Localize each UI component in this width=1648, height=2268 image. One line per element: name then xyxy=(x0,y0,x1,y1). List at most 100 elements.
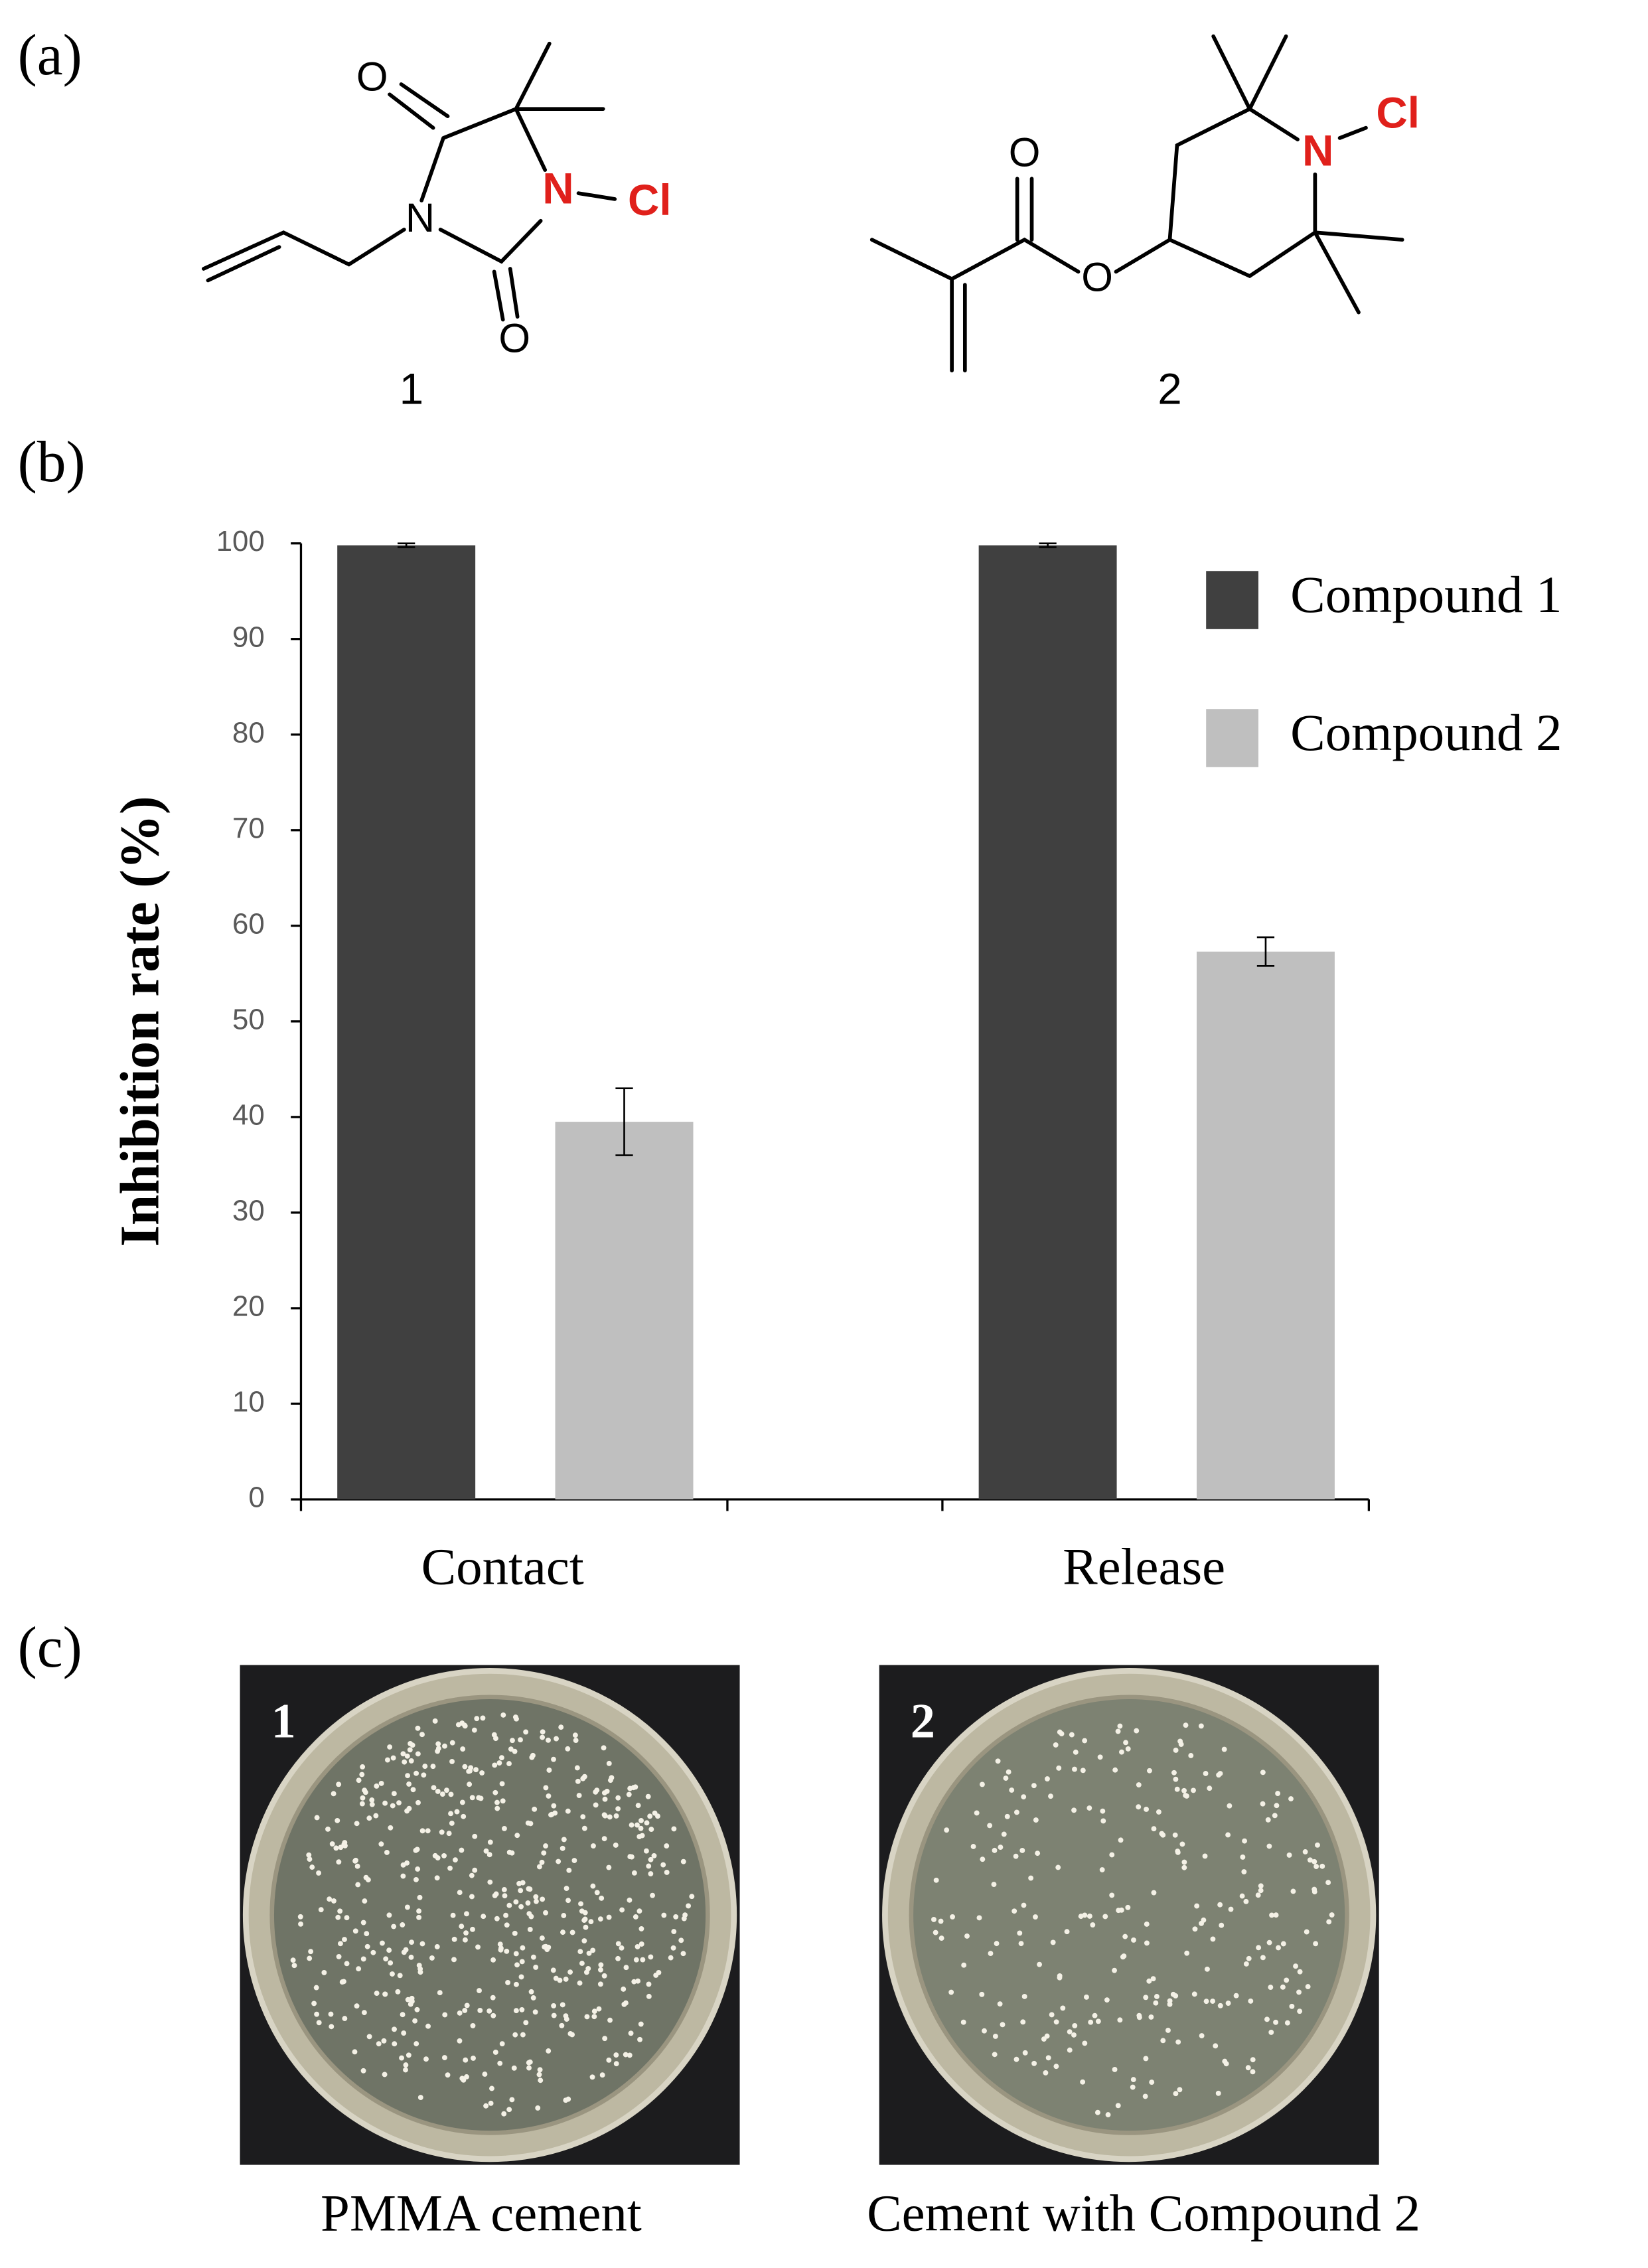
colony xyxy=(607,2017,613,2023)
colony xyxy=(646,1981,652,1987)
colony xyxy=(1050,1939,1056,1945)
colony xyxy=(561,1913,567,1918)
colony xyxy=(344,1961,350,1967)
colony xyxy=(1125,1904,1131,1910)
colony xyxy=(514,1962,520,1968)
colony xyxy=(551,1803,557,1809)
colony xyxy=(1273,2019,1279,2025)
colony xyxy=(523,1729,529,1735)
colony xyxy=(397,1973,403,1979)
atom: O xyxy=(498,316,530,361)
colony xyxy=(579,1908,585,1914)
colony xyxy=(419,1941,425,1947)
atom: N xyxy=(542,164,573,212)
colony xyxy=(466,1768,472,1774)
colony xyxy=(1203,1999,1209,2004)
colony xyxy=(478,1795,484,1801)
colony xyxy=(362,1787,368,1793)
colony xyxy=(1020,2019,1026,2025)
colony xyxy=(413,1770,419,1776)
colony xyxy=(518,1737,523,1743)
colony xyxy=(477,1988,482,1994)
colony xyxy=(500,1798,506,1804)
colony xyxy=(321,1970,327,1975)
colony xyxy=(633,1957,639,1963)
colony xyxy=(396,1800,402,1806)
colony xyxy=(1246,1955,1252,1961)
colony xyxy=(509,1850,515,1856)
colony xyxy=(404,1904,410,1910)
colony xyxy=(1071,1807,1077,1813)
colony xyxy=(474,1716,480,1722)
colony xyxy=(518,1888,524,1894)
colony xyxy=(422,1764,428,1770)
colony xyxy=(1288,1796,1294,1802)
colony xyxy=(1284,2020,1290,2026)
colony xyxy=(979,1781,985,1787)
colony xyxy=(504,1922,510,1928)
colony xyxy=(448,1791,454,1797)
plate-caption: PMMA cement xyxy=(321,2185,642,2243)
colony xyxy=(481,1914,487,1920)
colony xyxy=(457,1890,463,1896)
colony xyxy=(994,1941,1000,1947)
colony xyxy=(1194,1903,1200,1909)
colony xyxy=(457,2010,463,2016)
colony xyxy=(606,1914,612,1920)
colony xyxy=(1112,1767,1118,1773)
colony xyxy=(655,1813,660,1819)
colony xyxy=(1031,2060,1037,2066)
colony xyxy=(533,1964,539,1970)
colony xyxy=(1067,2047,1073,2053)
colony xyxy=(944,1827,950,1833)
colony xyxy=(651,1852,657,1858)
colony xyxy=(613,2061,619,2067)
structure-label: 2 xyxy=(1158,364,1182,413)
colony xyxy=(460,1746,466,1752)
colony xyxy=(336,1781,342,1787)
colony xyxy=(1115,1728,1121,1734)
plate-caption: Cement with Compound 2 xyxy=(867,2185,1420,2243)
colony xyxy=(533,1898,539,1904)
colony xyxy=(1217,1771,1223,1776)
colony xyxy=(325,1826,331,1832)
colony xyxy=(664,1843,670,1849)
colony xyxy=(584,2014,590,2020)
colony xyxy=(529,1754,535,1760)
colony xyxy=(355,1882,361,1888)
colony xyxy=(453,1857,458,1863)
colony xyxy=(487,1839,493,1845)
colony xyxy=(638,1818,644,1823)
colony xyxy=(631,1870,637,1876)
colony xyxy=(337,1941,343,1947)
colony xyxy=(494,1916,500,1922)
colony xyxy=(960,2019,966,2025)
y-tick-label: 10 xyxy=(232,1386,265,1418)
colony xyxy=(532,2009,538,2015)
panel-label: (a) xyxy=(18,23,82,87)
colony xyxy=(309,1864,315,1870)
bar xyxy=(555,1122,694,1500)
colony xyxy=(1240,1854,1246,1860)
colony xyxy=(539,1935,545,1941)
colony xyxy=(1243,1961,1249,1967)
colony xyxy=(1305,1984,1311,1990)
colony xyxy=(337,1908,343,1914)
colony xyxy=(414,1847,420,1852)
colony xyxy=(998,1845,1004,1851)
colony xyxy=(590,1883,596,1889)
colony xyxy=(1241,1869,1247,1875)
colony xyxy=(648,1856,654,1862)
colony xyxy=(596,2006,602,2012)
colony xyxy=(540,1896,546,1902)
colony xyxy=(459,1720,465,1726)
colony xyxy=(497,1941,503,1947)
colony xyxy=(514,1833,520,1839)
colony xyxy=(575,1778,581,1784)
colony xyxy=(1204,1966,1210,1972)
colony xyxy=(571,1858,577,1863)
colony xyxy=(403,2062,409,2068)
colony xyxy=(609,1775,615,1781)
colony xyxy=(619,1907,625,1913)
colony xyxy=(621,1986,627,1992)
